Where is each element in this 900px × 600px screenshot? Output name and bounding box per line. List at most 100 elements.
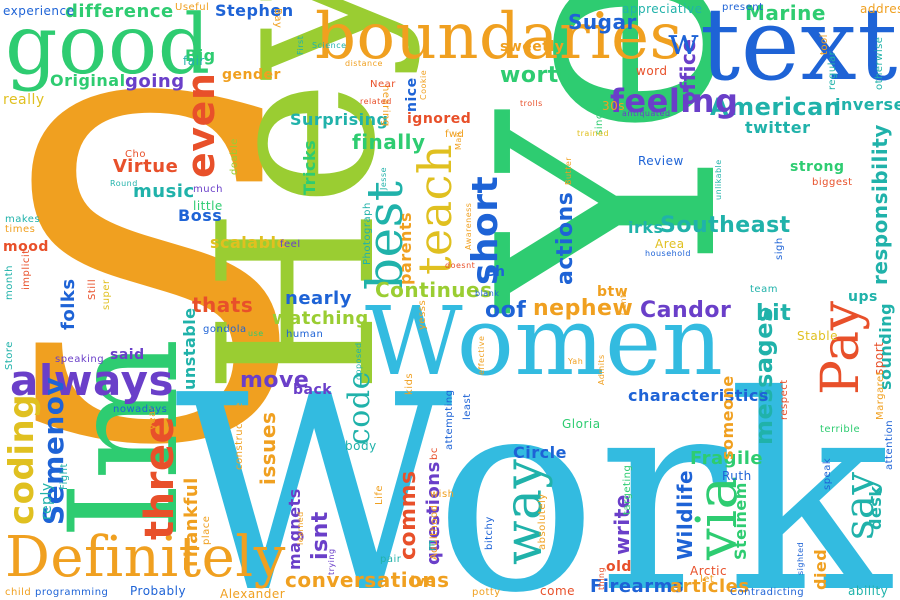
- word-issues: issues: [256, 411, 280, 485]
- word-contradicting: Contradicting: [730, 587, 805, 598]
- word-every: Every: [214, 284, 245, 295]
- word-team: team: [750, 284, 778, 295]
- word-thankful: Thankful: [181, 477, 202, 570]
- word-continues: Continues: [375, 278, 493, 302]
- word-unstable: unstable: [180, 307, 199, 390]
- word-watching: watching: [272, 308, 369, 329]
- word-cookie: Cookie: [419, 69, 428, 100]
- word-fight: Fight: [59, 463, 70, 490]
- word-implicit: implicit: [21, 249, 32, 290]
- word-doesnt: doesnt: [445, 261, 476, 270]
- word-women: Women: [365, 287, 724, 397]
- word-someone: someone: [718, 375, 737, 460]
- word-big: Big: [185, 46, 216, 65]
- word-yah: Yah: [568, 357, 584, 366]
- word-probably: Probably: [130, 584, 187, 598]
- word-move: move: [240, 368, 310, 393]
- word-desk: desk: [866, 485, 885, 530]
- word-stephen: Stephen: [215, 1, 294, 20]
- word-comms: comms: [396, 470, 421, 560]
- word-attempting: attempting: [444, 389, 455, 450]
- word-opposed: opposed: [354, 342, 363, 380]
- word-american: American: [710, 93, 842, 121]
- word-back: back: [293, 382, 333, 398]
- word-absolutely: absolutely: [537, 493, 548, 550]
- word-nearly: nearly: [285, 288, 352, 309]
- word-programming: programming: [35, 587, 109, 598]
- word-code: code: [342, 371, 377, 445]
- word-bay: Bay: [272, 8, 283, 29]
- word-finally: finally: [352, 130, 426, 154]
- word-oof: oof: [485, 298, 527, 323]
- word-jesse: Jesse: [379, 166, 388, 190]
- word-candor: Candor: [640, 298, 732, 323]
- word-said: said: [110, 347, 145, 363]
- word-s: S: [0, 1, 315, 548]
- word-boundaries: boundaries: [315, 0, 683, 74]
- word-related: related: [360, 97, 392, 106]
- word-area: Area: [655, 237, 685, 251]
- word-attention: attention: [884, 419, 895, 470]
- word-store: Store: [4, 341, 15, 370]
- word-respect: respect: [779, 379, 790, 420]
- word-first: First: [296, 35, 305, 55]
- word-targeting: targeting: [622, 464, 633, 515]
- word-super: super: [101, 279, 112, 310]
- word-review: Review: [638, 154, 684, 168]
- word-otherwise: otherwise: [874, 36, 885, 90]
- word-word: word: [636, 64, 668, 78]
- word-blank: blank: [475, 289, 500, 298]
- word-messages: messages: [750, 307, 778, 445]
- word-nephew: nephew: [533, 296, 634, 321]
- word-life: Life: [374, 484, 385, 505]
- word-terrible: terrible: [820, 424, 861, 435]
- word-work: Work: [175, 337, 892, 600]
- word-potty: potty: [472, 587, 501, 598]
- word-learned: learned: [296, 511, 305, 545]
- word-w: w: [668, 22, 700, 63]
- word-going: going: [125, 71, 185, 92]
- word-sighted: sighted: [796, 541, 805, 575]
- word-pair: pair: [380, 554, 402, 565]
- word-let: let: [700, 574, 715, 585]
- word-margaret: Margaret: [875, 370, 886, 420]
- word-hit: hit: [756, 301, 792, 326]
- word-least: least: [462, 393, 473, 420]
- word-nowadays: nowadays: [113, 404, 168, 415]
- word-yesss: yesss: [417, 299, 428, 330]
- word-trolls: trolls: [520, 99, 543, 108]
- word-always: always: [10, 356, 174, 405]
- word-address: address: [860, 2, 900, 16]
- word-wish: wish: [430, 489, 455, 500]
- word-little: little: [193, 199, 223, 213]
- word-cents: Cents: [619, 289, 628, 315]
- word-tool: tool: [819, 34, 830, 55]
- word-antiquated: antiquated: [622, 109, 671, 118]
- word-30s: 30s: [602, 99, 626, 113]
- word-distance: distance: [345, 59, 383, 68]
- word-gender: gender: [222, 67, 281, 83]
- word-strong: strong: [790, 159, 845, 175]
- word-folks: folks: [58, 278, 79, 330]
- word-articles: articles: [670, 576, 750, 597]
- word-three: three: [137, 415, 183, 540]
- word-e: E: [428, 539, 437, 553]
- word-virtue: Virtue: [113, 156, 179, 177]
- word-makes: makes: [5, 214, 41, 225]
- word-household: household: [645, 249, 691, 258]
- word-gondola: gondola: [203, 324, 247, 335]
- word-boss: Boss: [178, 206, 223, 225]
- word-nice: nice: [404, 77, 420, 112]
- word-actions: actions: [553, 191, 578, 285]
- word-tricks: Tricks: [300, 139, 319, 195]
- word-biggest: biggest: [812, 177, 853, 188]
- word-alexander: Alexander: [220, 587, 286, 600]
- word-sigh: sigh: [774, 237, 785, 260]
- word-science: Science: [312, 41, 347, 50]
- word-feel: feel: [280, 239, 301, 250]
- word-butter: Butter: [564, 156, 573, 185]
- word-coding: coding: [2, 393, 42, 525]
- word-stable: Stable: [797, 329, 839, 343]
- word-pay: Pay: [811, 300, 871, 395]
